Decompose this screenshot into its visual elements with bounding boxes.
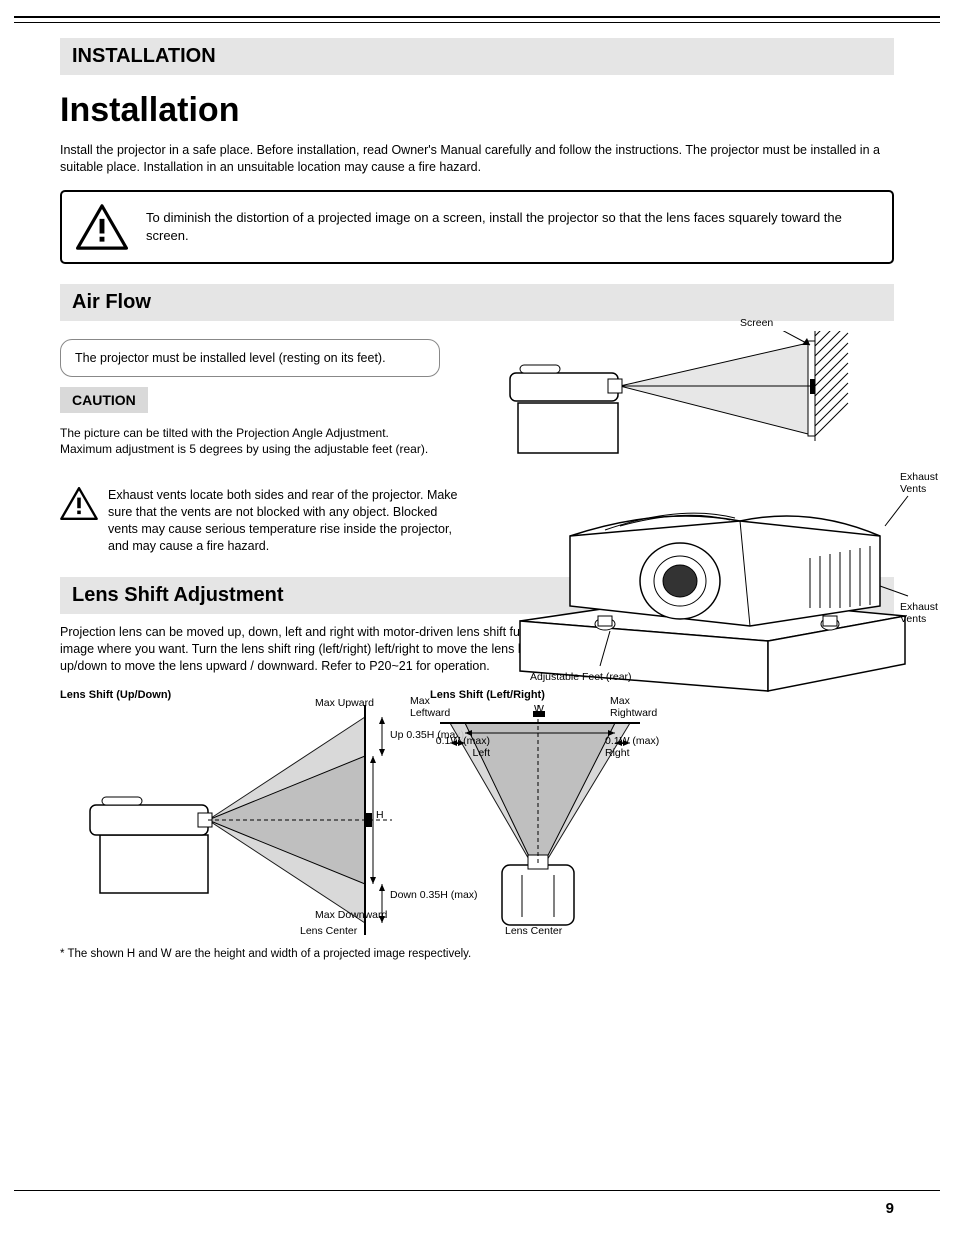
label-maxright: Max Rightward: [610, 695, 680, 719]
label-01w-right: 0.1W (max) Right: [605, 735, 685, 759]
diagram-lens-leftright: Lens Shift (Left/Right): [430, 689, 650, 940]
diagram-lens-updown: Lens Shift (Up/Down): [60, 689, 400, 940]
installation-intro: Install the projector in a safe place. B…: [60, 142, 894, 176]
warning-box: To diminish the distortion of a projecte…: [60, 190, 894, 264]
callout-screen: Screen: [740, 317, 773, 329]
warning-triangle-icon: [60, 487, 98, 520]
caution-tab: CAUTION: [60, 387, 148, 413]
section-bar-installation: INSTALLATION: [60, 38, 894, 75]
caution-text: Exhaust vents locate both sides and rear…: [108, 487, 470, 555]
heading-installation: Installation: [60, 91, 894, 130]
warning-text: To diminish the distortion of a projecte…: [146, 209, 878, 244]
label-lenscenter2: Lens Center: [505, 925, 562, 937]
callout-exhaust-top: Exhaust Vents: [900, 471, 938, 495]
section-bar-airflow: Air Flow: [60, 284, 894, 321]
lens-footnote: * The shown H and W are the height and w…: [60, 948, 894, 960]
label-maxup: Max Upward: [315, 697, 405, 709]
label-maxleft: Max Leftward: [410, 695, 470, 719]
page-number: 9: [886, 1200, 894, 1217]
callout-exhaust-side: Exhaust Vents: [900, 601, 938, 625]
warning-triangle-icon: [76, 204, 128, 250]
feet-paragraph: The picture can be tilted with the Proje…: [60, 425, 440, 457]
label-01w-left: 0.1W (max) Left: [420, 735, 490, 759]
label-lenscenter: Lens Center: [300, 925, 357, 937]
label-maxdown: Max Downward: [315, 909, 405, 921]
label-H: H: [376, 809, 384, 821]
caution-inline: Exhaust vents locate both sides and rear…: [60, 487, 470, 555]
diagram-projector-perspective: [510, 466, 910, 696]
diagram-sideview: [480, 331, 850, 461]
level-note: The projector must be installed level (r…: [60, 339, 440, 377]
callout-adjfeet: Adjustable Feet (rear): [530, 671, 632, 683]
label-W: W: [534, 703, 544, 715]
